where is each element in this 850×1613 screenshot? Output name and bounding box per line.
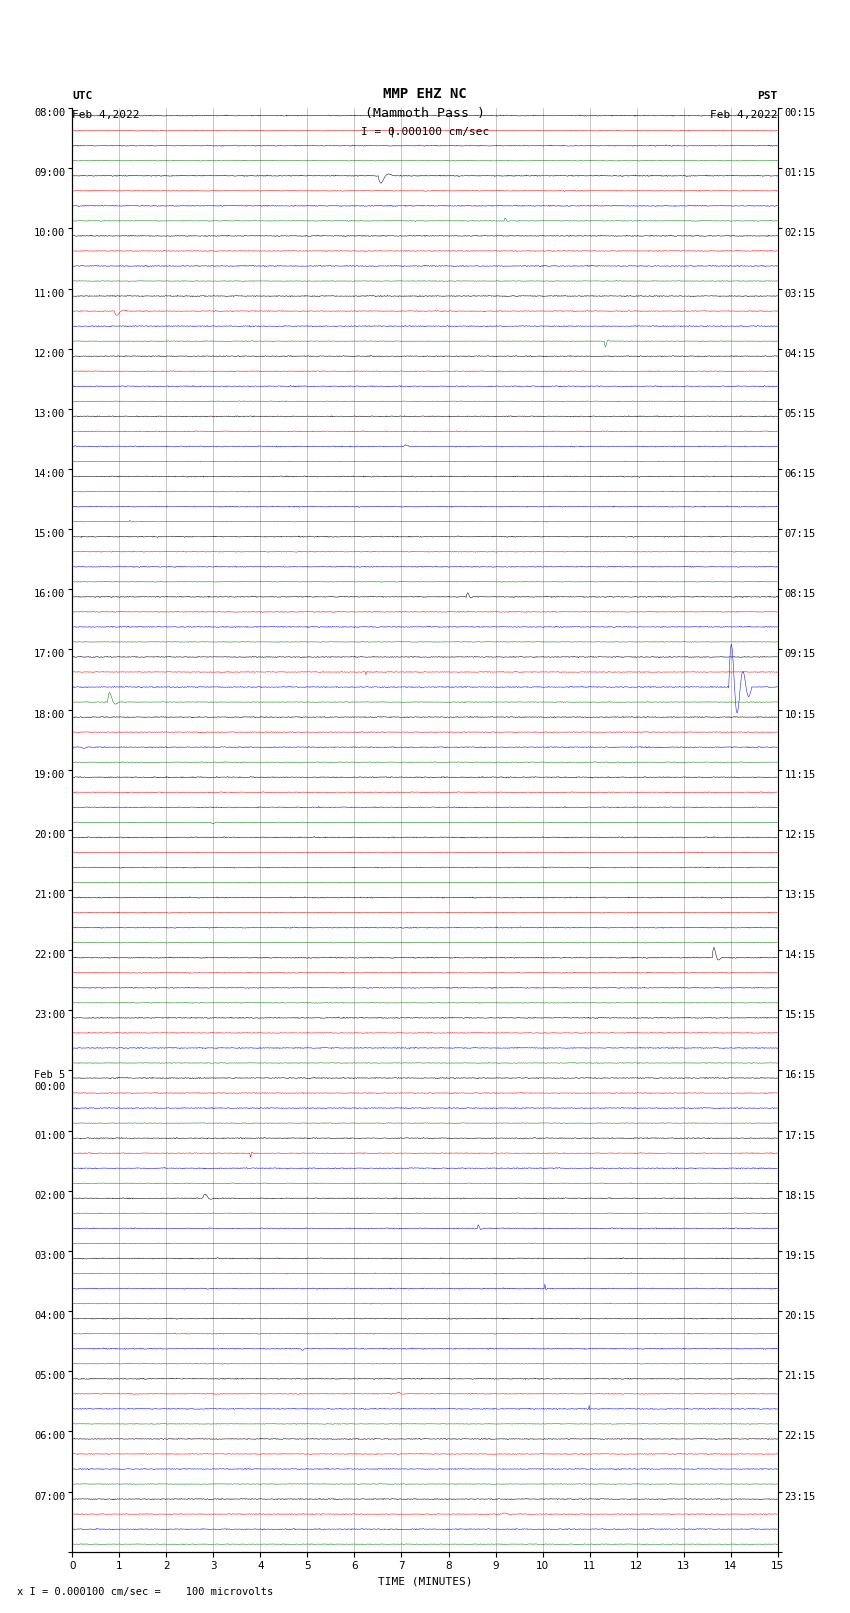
Text: MMP EHZ NC: MMP EHZ NC [383,87,467,100]
Text: Feb 4,2022: Feb 4,2022 [711,110,778,121]
Text: PST: PST [757,90,778,100]
Text: Feb 4,2022: Feb 4,2022 [72,110,139,121]
Text: (Mammoth Pass ): (Mammoth Pass ) [365,106,485,121]
Text: I = 0.000100 cm/sec: I = 0.000100 cm/sec [361,127,489,137]
Text: |: | [388,126,395,137]
X-axis label: TIME (MINUTES): TIME (MINUTES) [377,1578,473,1587]
Text: UTC: UTC [72,90,93,100]
Text: x I = 0.000100 cm/sec =    100 microvolts: x I = 0.000100 cm/sec = 100 microvolts [17,1587,273,1597]
